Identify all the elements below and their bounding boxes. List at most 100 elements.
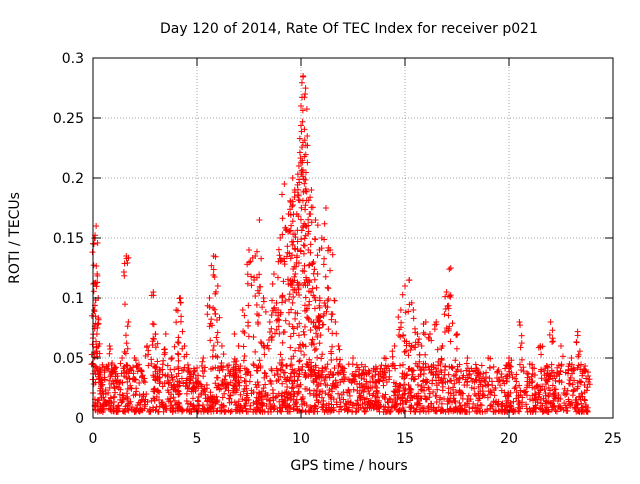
data-point	[517, 387, 524, 394]
data-point	[389, 348, 396, 355]
data-point	[425, 386, 432, 393]
data-point	[542, 390, 549, 397]
data-point	[491, 392, 498, 399]
data-point	[253, 301, 260, 308]
data-point	[283, 363, 290, 370]
data-point	[121, 272, 128, 279]
data-point	[550, 369, 557, 376]
data-point	[512, 375, 519, 382]
data-point	[314, 383, 321, 390]
data-point	[447, 338, 454, 345]
data-point	[549, 338, 556, 345]
data-point	[465, 392, 472, 399]
data-point	[583, 387, 590, 394]
data-point	[301, 331, 308, 338]
data-point	[281, 329, 288, 336]
data-point	[541, 367, 548, 374]
data-point	[564, 387, 571, 394]
data-point	[125, 319, 132, 325]
y-tick-label: 0.1	[62, 291, 84, 307]
data-point	[517, 322, 524, 329]
data-point	[311, 276, 318, 283]
data-point	[169, 355, 176, 361]
data-point	[534, 382, 541, 389]
data-point	[311, 305, 318, 312]
data-point	[567, 374, 574, 381]
data-point	[123, 390, 130, 397]
data-point	[174, 350, 181, 357]
data-point	[469, 405, 476, 412]
data-point	[313, 284, 320, 291]
data-point	[175, 334, 182, 341]
data-point	[171, 397, 178, 404]
data-point	[308, 405, 315, 412]
data-point	[153, 403, 160, 410]
data-point	[141, 405, 148, 412]
data-point	[456, 375, 463, 382]
data-point	[544, 370, 551, 377]
data-point	[106, 350, 113, 357]
data-point	[307, 211, 314, 218]
data-point	[395, 408, 402, 415]
data-point	[449, 399, 456, 406]
data-point	[318, 394, 325, 401]
data-point	[218, 343, 225, 349]
data-point	[363, 378, 370, 385]
data-point	[175, 339, 182, 346]
data-point	[259, 304, 266, 311]
data-point	[294, 390, 301, 397]
data-point	[129, 404, 136, 411]
data-point	[578, 378, 585, 385]
data-point	[174, 339, 181, 346]
data-point	[464, 355, 471, 361]
data-point	[91, 308, 98, 315]
data-point	[578, 390, 585, 397]
data-point	[171, 343, 178, 350]
data-point	[479, 375, 486, 382]
data-point	[350, 386, 357, 393]
data-point	[472, 361, 479, 368]
data-point	[286, 227, 293, 234]
data-point	[474, 402, 481, 409]
data-point	[307, 241, 314, 248]
data-point	[243, 408, 250, 415]
data-point	[259, 400, 266, 407]
data-point	[561, 400, 568, 407]
data-point	[121, 348, 128, 355]
data-point	[562, 391, 569, 398]
data-point	[574, 328, 581, 335]
data-point	[329, 311, 336, 318]
data-point	[393, 387, 400, 394]
data-point	[303, 386, 310, 393]
data-point	[119, 355, 126, 361]
data-point	[380, 382, 387, 389]
data-point	[136, 379, 143, 386]
data-point	[252, 348, 259, 355]
data-point	[302, 85, 309, 92]
data-point	[445, 385, 452, 392]
data-point	[543, 362, 550, 369]
data-point	[565, 380, 572, 387]
data-point	[389, 353, 396, 360]
data-point	[349, 408, 356, 415]
data-point	[126, 400, 133, 407]
data-point	[250, 399, 257, 406]
data-point	[297, 216, 304, 223]
data-point	[287, 344, 294, 351]
data-point	[495, 367, 502, 373]
data-point	[453, 368, 460, 375]
data-point	[165, 380, 172, 387]
data-point	[294, 377, 301, 384]
data-point	[162, 331, 169, 337]
data-point	[119, 392, 126, 399]
data-point	[374, 390, 381, 397]
data-point	[556, 403, 563, 410]
data-point	[464, 396, 471, 403]
data-point	[400, 332, 407, 339]
x-tick-label: 5	[193, 431, 202, 447]
data-point	[446, 266, 453, 273]
data-point	[270, 271, 277, 277]
data-point	[212, 364, 219, 371]
data-point	[167, 366, 174, 373]
